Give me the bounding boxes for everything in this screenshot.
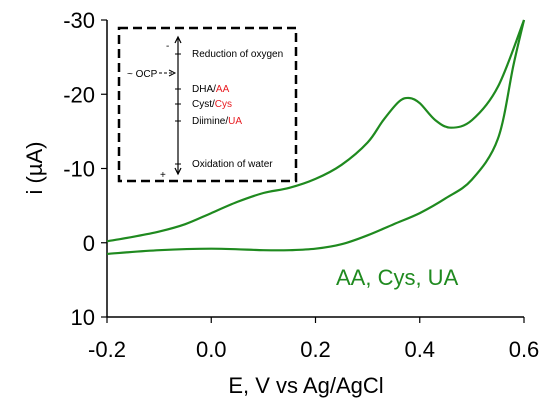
- y-axis-title: i (µA): [22, 141, 47, 194]
- y-tick-label: -10: [63, 157, 95, 182]
- inset-level-label: DHA/AA: [192, 84, 230, 95]
- series-group: [106, 19, 526, 255]
- inset-level-label: Cyst/Cys: [192, 99, 232, 110]
- inset-level-label: Diimine/UA: [192, 116, 242, 127]
- x-tick-label: 0.0: [196, 337, 227, 362]
- inset-sign-positive: +: [160, 170, 166, 181]
- inset-arrow-down: [174, 167, 182, 176]
- inset-level-label: Reduction of oxygen: [192, 49, 283, 60]
- series-annotation: AA, Cys, UA: [336, 265, 459, 290]
- inset-level-text: Diimine/: [192, 116, 228, 127]
- inset-ocp-label: ~ OCP: [127, 69, 158, 80]
- inset-ocp-arrowhead: [168, 69, 177, 77]
- inset-level-analyte: AA: [216, 84, 230, 95]
- x-tick-label: 0.6: [509, 337, 540, 362]
- inset-level-text: Cyst/: [192, 99, 215, 110]
- inset-frame: [117, 26, 298, 183]
- inset-arrow-up: [174, 35, 182, 44]
- inset-level-text: Oxidation of water: [192, 159, 273, 170]
- plot-area: -0.2 0.0 0.2 0.4 0.6 -30 -20 -10 0 10: [63, 8, 539, 362]
- x-tick-label: 0.4: [404, 337, 435, 362]
- y-tick-label: 0: [83, 231, 95, 256]
- inset-level-label: Oxidation of water: [192, 159, 273, 170]
- inset-level-analyte: UA: [228, 116, 242, 127]
- y-tick-label: 10: [71, 305, 95, 330]
- x-tick-label: 0.2: [300, 337, 331, 362]
- inset-sign-negative: -: [166, 41, 169, 52]
- series-line-anodic: [106, 19, 526, 243]
- inset-level-text: DHA/: [192, 84, 216, 95]
- x-tick-label: -0.2: [88, 337, 126, 362]
- x-axis-title: E, V vs Ag/AgCl: [228, 373, 383, 398]
- inset-level-analyte: Cys: [215, 99, 232, 110]
- inset-level-text: Reduction of oxygen: [192, 49, 283, 60]
- y-tick-label: -20: [63, 82, 95, 107]
- y-tick-label: -30: [63, 8, 95, 33]
- series-line-cathodic: [106, 19, 526, 255]
